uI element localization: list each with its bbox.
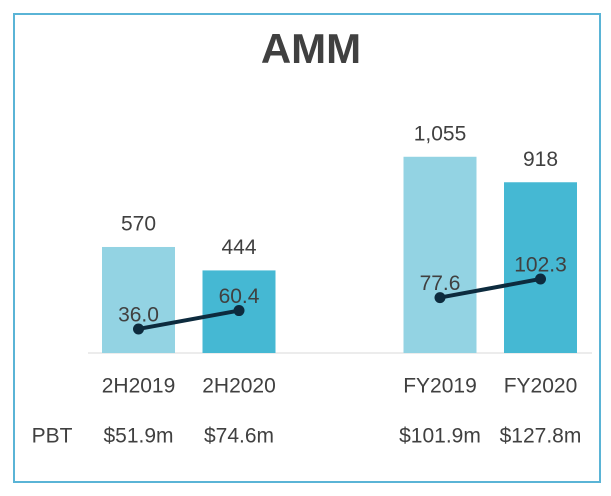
data-label: 77.6 bbox=[420, 272, 461, 295]
bar bbox=[102, 246, 175, 353]
x-tick-label: 2H2020 bbox=[202, 375, 276, 398]
line bbox=[138, 308, 240, 331]
data-label: 60.4 bbox=[219, 285, 260, 308]
line-point bbox=[233, 305, 245, 317]
x-tick-label: FY2020 bbox=[504, 375, 578, 398]
x-tick-label: 2H2019 bbox=[102, 375, 176, 398]
line bbox=[439, 276, 541, 300]
chart-title: AMM bbox=[261, 25, 361, 72]
line-point bbox=[535, 273, 546, 285]
row-value: $51.9m bbox=[103, 425, 173, 448]
x-tick-label: FY2019 bbox=[403, 375, 477, 398]
data-label: 918 bbox=[523, 148, 558, 171]
row-value: $101.9m bbox=[399, 425, 481, 448]
data-label: 444 bbox=[221, 236, 256, 259]
line-point bbox=[434, 292, 446, 304]
bar bbox=[504, 182, 577, 353]
data-label: 36.0 bbox=[118, 304, 159, 327]
line-point bbox=[133, 323, 144, 335]
data-label: 1,055 bbox=[414, 122, 467, 145]
data-label: 570 bbox=[121, 213, 156, 236]
row-value: $127.8m bbox=[500, 425, 582, 448]
row-value: $74.6m bbox=[204, 425, 274, 448]
data-label: 102.3 bbox=[514, 254, 567, 277]
bar bbox=[403, 156, 477, 353]
row-label: PBT bbox=[32, 425, 73, 448]
